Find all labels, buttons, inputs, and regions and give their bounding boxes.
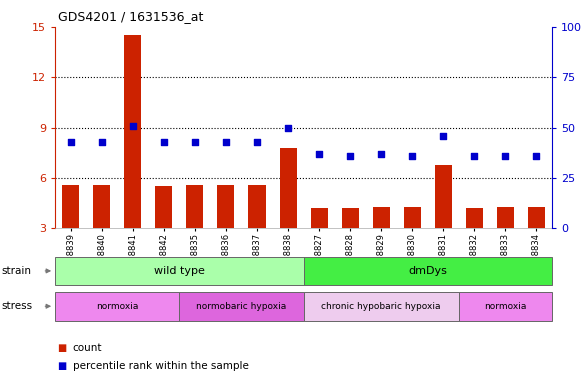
Bar: [93, 185, 110, 279]
Point: [532, 153, 541, 159]
Bar: [249, 185, 266, 279]
Point: [501, 153, 510, 159]
Text: dmDys: dmDys: [408, 266, 447, 276]
Text: strain: strain: [1, 266, 31, 276]
Bar: [404, 207, 421, 279]
Point: [469, 153, 479, 159]
Point: [66, 139, 76, 145]
Bar: [124, 35, 141, 279]
Point: [408, 153, 417, 159]
Bar: [180, 292, 303, 321]
Bar: [62, 185, 79, 279]
Bar: [217, 185, 235, 279]
Text: percentile rank within the sample: percentile rank within the sample: [73, 361, 249, 371]
Bar: [279, 148, 296, 279]
Bar: [55, 257, 303, 285]
Point: [346, 153, 355, 159]
Bar: [372, 207, 390, 279]
Point: [128, 122, 138, 129]
Bar: [55, 292, 180, 321]
Bar: [528, 207, 545, 279]
Point: [314, 151, 324, 157]
Point: [159, 139, 168, 145]
Text: wild type: wild type: [154, 266, 205, 276]
Point: [221, 139, 231, 145]
Point: [284, 124, 293, 131]
Text: stress: stress: [1, 301, 33, 311]
Bar: [155, 187, 173, 279]
Bar: [187, 185, 203, 279]
Text: ■: ■: [58, 343, 70, 353]
Text: count: count: [73, 343, 102, 353]
Text: GDS4201 / 1631536_at: GDS4201 / 1631536_at: [58, 10, 203, 23]
Bar: [311, 208, 328, 279]
Bar: [303, 292, 459, 321]
Text: normobaric hypoxia: normobaric hypoxia: [196, 302, 286, 311]
Text: ■: ■: [58, 361, 70, 371]
Point: [190, 139, 199, 145]
Point: [439, 132, 448, 139]
Point: [376, 151, 386, 157]
Bar: [466, 208, 483, 279]
Bar: [303, 257, 552, 285]
Bar: [497, 207, 514, 279]
Bar: [342, 208, 358, 279]
Point: [252, 139, 261, 145]
Bar: [459, 292, 552, 321]
Point: [97, 139, 106, 145]
Text: normoxia: normoxia: [484, 302, 526, 311]
Bar: [435, 165, 452, 279]
Text: chronic hypobaric hypoxia: chronic hypobaric hypoxia: [321, 302, 441, 311]
Text: normoxia: normoxia: [96, 302, 138, 311]
